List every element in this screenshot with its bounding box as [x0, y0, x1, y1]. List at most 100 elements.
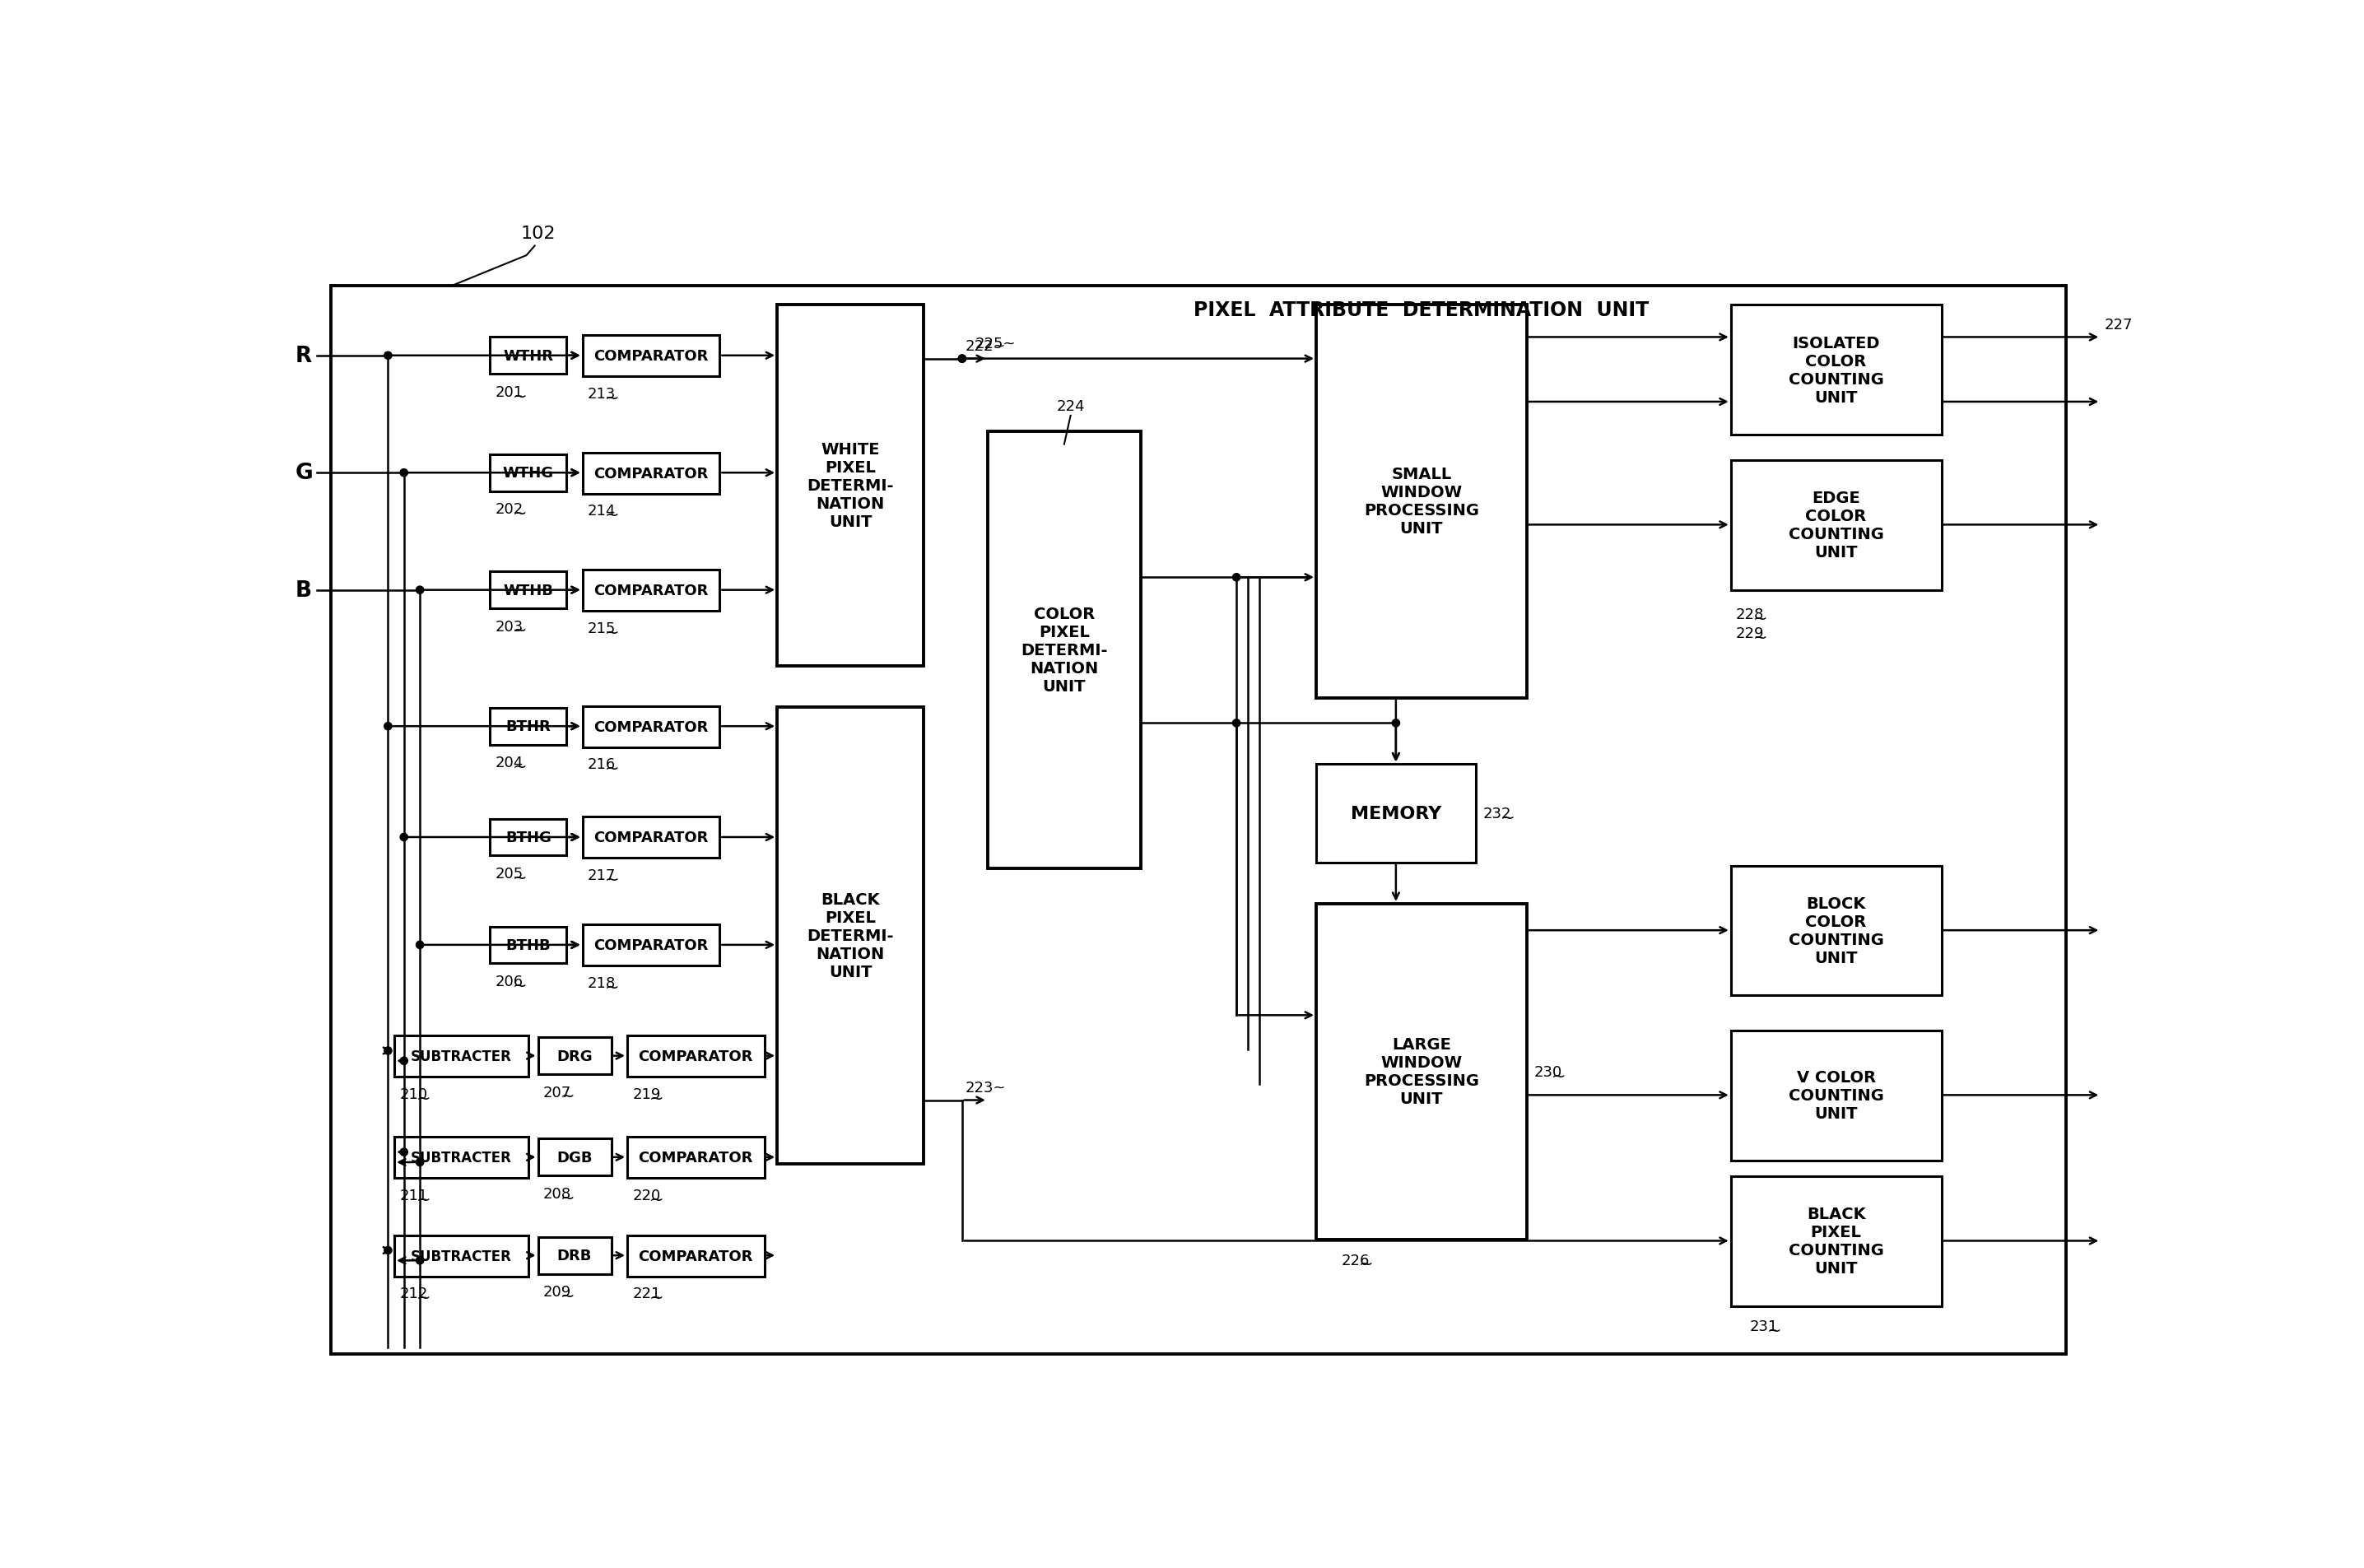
Bar [489, 709, 567, 745]
Bar [489, 337, 567, 375]
Text: ~: ~ [650, 1192, 664, 1207]
Bar [582, 706, 719, 748]
Text: ~: ~ [605, 978, 619, 996]
Circle shape [416, 1159, 423, 1167]
Text: 229: 229 [1735, 626, 1764, 641]
Bar [582, 817, 719, 858]
Bar [1730, 1030, 1941, 1160]
Circle shape [957, 356, 967, 364]
Text: 201: 201 [494, 384, 522, 400]
Text: BLACK
PIXEL
DETERMI-
NATION
UNIT: BLACK PIXEL DETERMI- NATION UNIT [806, 892, 894, 980]
Text: SUBTRACTER: SUBTRACTER [411, 1248, 513, 1264]
Text: EDGE
COLOR
COUNTING
UNIT: EDGE COLOR COUNTING UNIT [1790, 491, 1884, 560]
Circle shape [416, 1258, 423, 1264]
Circle shape [1392, 720, 1399, 728]
Text: SUBTRACTER: SUBTRACTER [411, 1049, 513, 1063]
Text: SUBTRACTER: SUBTRACTER [411, 1151, 513, 1165]
Text: R: R [296, 345, 312, 367]
Text: ~: ~ [513, 869, 527, 886]
Circle shape [385, 353, 392, 359]
Bar [582, 336, 719, 376]
Circle shape [1232, 574, 1241, 582]
Bar [395, 1137, 527, 1178]
Bar [1730, 461, 1941, 591]
Text: ~: ~ [1754, 629, 1768, 646]
Bar [489, 927, 567, 963]
Text: ~: ~ [605, 872, 619, 887]
Bar [489, 455, 567, 492]
Bar [778, 707, 924, 1163]
Bar [626, 1036, 764, 1077]
Text: 230: 230 [1534, 1065, 1563, 1079]
Text: ~: ~ [605, 624, 619, 640]
Bar [395, 1036, 527, 1077]
Text: 215: 215 [589, 621, 617, 635]
Text: 211: 211 [400, 1189, 428, 1203]
Bar [489, 572, 567, 608]
Text: 220: 220 [631, 1189, 660, 1203]
Text: 208: 208 [544, 1185, 572, 1201]
Text: COMPARATOR: COMPARATOR [593, 350, 709, 364]
Bar [1317, 306, 1527, 698]
Text: 204: 204 [494, 756, 522, 770]
Text: COMPARATOR: COMPARATOR [638, 1248, 754, 1264]
Text: BLOCK
COLOR
COUNTING
UNIT: BLOCK COLOR COUNTING UNIT [1790, 895, 1884, 966]
Text: 206: 206 [494, 974, 522, 989]
Text: 222~: 222~ [965, 339, 1007, 354]
Bar [539, 1237, 612, 1273]
Text: ~: ~ [513, 387, 527, 405]
Text: ~: ~ [416, 1090, 430, 1105]
Text: ~: ~ [605, 389, 619, 406]
Text: ~: ~ [605, 506, 619, 524]
Text: G: G [296, 463, 312, 485]
Text: WTHR: WTHR [504, 348, 553, 364]
Text: 102: 102 [520, 226, 556, 241]
Text: 213: 213 [589, 387, 617, 401]
Text: LARGE
WINDOW
PROCESSING
UNIT: LARGE WINDOW PROCESSING UNIT [1364, 1036, 1480, 1107]
Bar [1730, 1176, 1941, 1306]
Text: ISOLATED
COLOR
COUNTING
UNIT: ISOLATED COLOR COUNTING UNIT [1790, 336, 1884, 405]
Text: ~: ~ [416, 1289, 430, 1306]
Text: 231: 231 [1749, 1319, 1778, 1334]
Text: 216: 216 [589, 757, 617, 771]
Bar [1317, 905, 1527, 1240]
Text: ~: ~ [1754, 610, 1768, 627]
Text: 223~: 223~ [965, 1080, 1007, 1096]
Circle shape [385, 1247, 392, 1254]
Text: DGB: DGB [556, 1149, 593, 1165]
Text: SMALL
WINDOW
PROCESSING
UNIT: SMALL WINDOW PROCESSING UNIT [1364, 467, 1480, 536]
Circle shape [416, 586, 423, 594]
Bar [778, 306, 924, 666]
Text: ~: ~ [1501, 809, 1515, 825]
Bar [1317, 765, 1475, 862]
Text: 226: 226 [1343, 1253, 1371, 1267]
Text: 214: 214 [589, 503, 617, 519]
Text: COMPARATOR: COMPARATOR [593, 720, 709, 734]
Bar [489, 818, 567, 856]
Bar [1730, 306, 1941, 436]
Text: PIXEL  ATTRIBUTE  DETERMINATION  UNIT: PIXEL ATTRIBUTE DETERMINATION UNIT [1194, 301, 1650, 320]
Text: ~: ~ [1768, 1322, 1782, 1339]
Text: BTHB: BTHB [506, 938, 551, 952]
Text: COMPARATOR: COMPARATOR [593, 938, 709, 953]
Text: COMPARATOR: COMPARATOR [638, 1049, 754, 1063]
Circle shape [416, 941, 423, 949]
Circle shape [400, 1057, 407, 1065]
Circle shape [1232, 720, 1241, 728]
Text: 205: 205 [494, 866, 522, 881]
Text: MEMORY: MEMORY [1350, 806, 1442, 822]
Bar [582, 571, 719, 612]
Bar [626, 1236, 764, 1276]
Text: COMPARATOR: COMPARATOR [593, 583, 709, 597]
Text: ~: ~ [560, 1287, 574, 1303]
Circle shape [385, 723, 392, 731]
Text: ~: ~ [1551, 1068, 1565, 1083]
Text: ~: ~ [513, 505, 527, 521]
Text: 207: 207 [544, 1085, 572, 1099]
Bar [626, 1137, 764, 1178]
Text: DRB: DRB [558, 1248, 591, 1262]
Text: 203: 203 [494, 619, 522, 633]
Text: 209: 209 [544, 1284, 572, 1298]
Circle shape [400, 834, 407, 842]
Text: ~: ~ [605, 760, 619, 776]
